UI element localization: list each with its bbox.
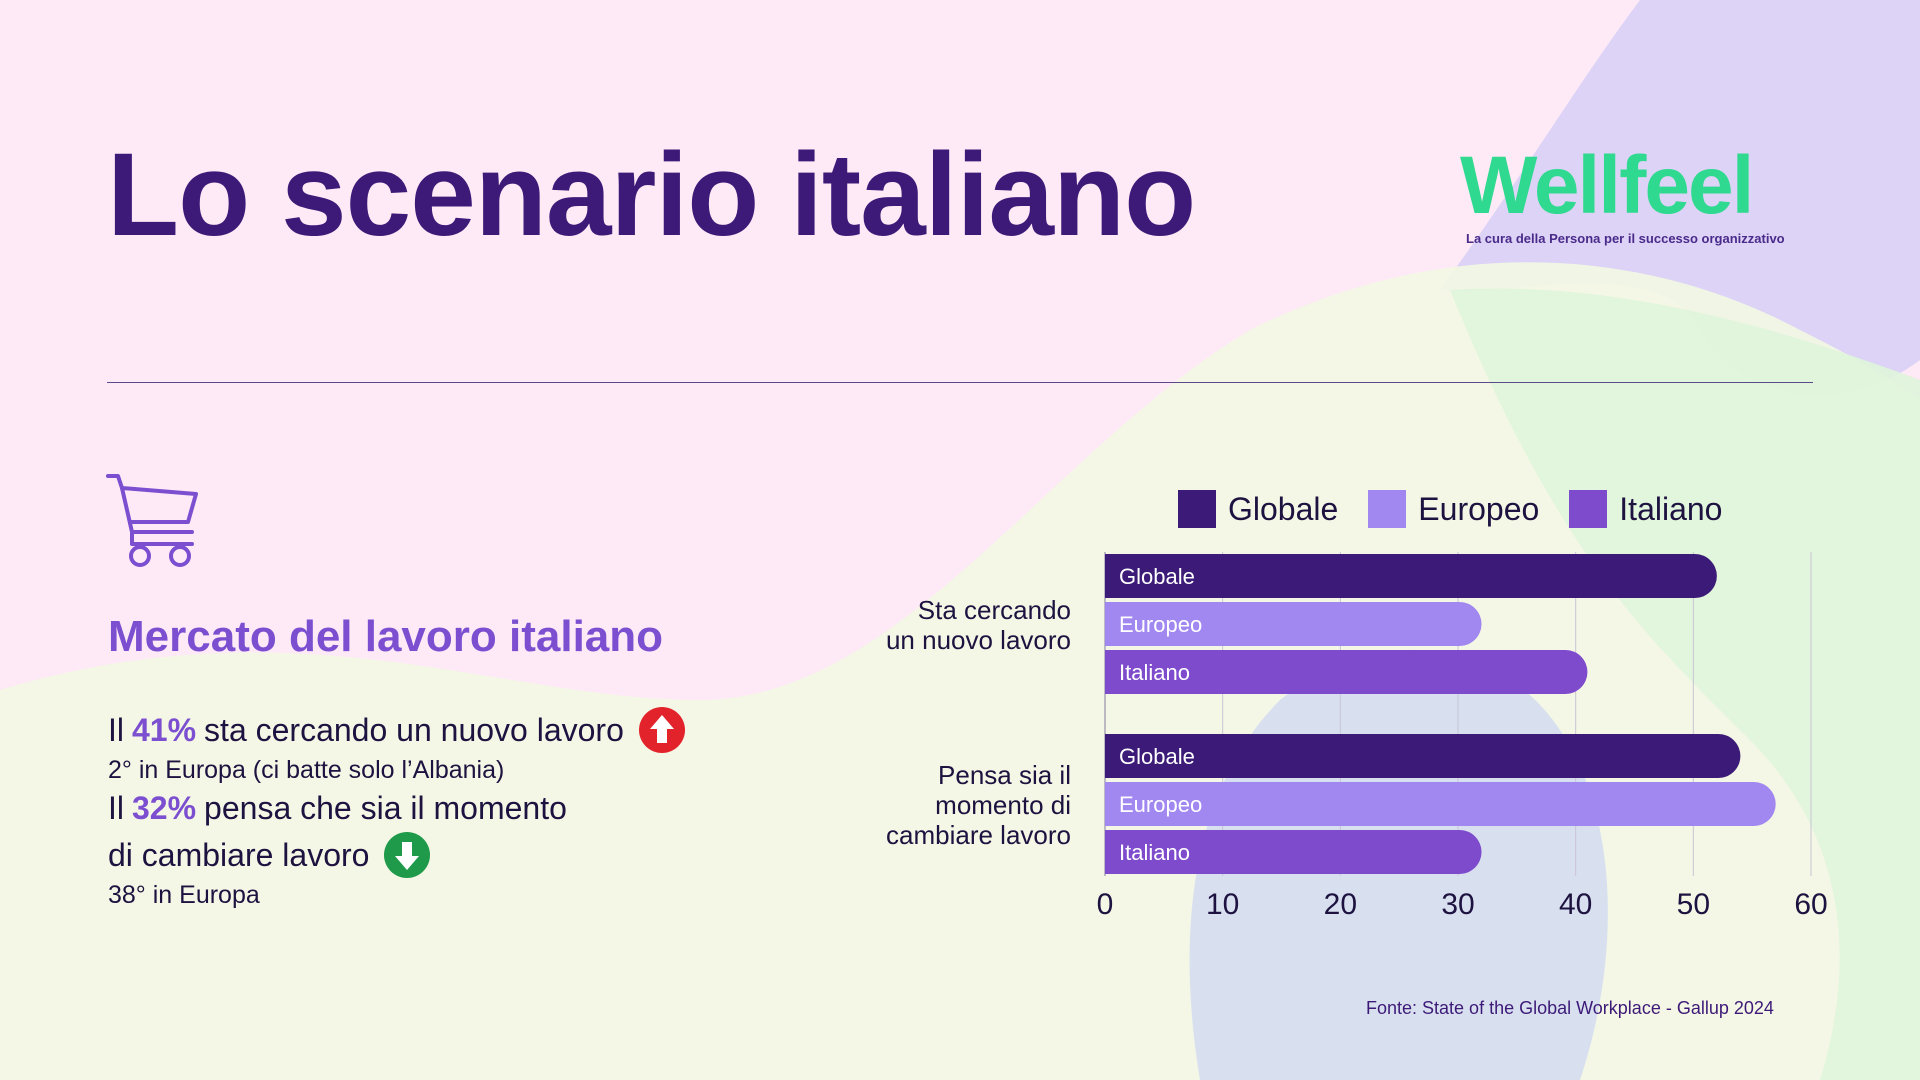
legend-swatch-italiano [1569, 490, 1608, 528]
bar-label: Globale [1119, 564, 1195, 589]
stat-block-2: Il 32% pensa che sia il momento di cambi… [108, 790, 567, 910]
stat-highlight: 32% [132, 790, 197, 826]
source-note: Fonte: State of the Global Workplace - G… [1366, 998, 1774, 1018]
legend-swatch-europeo [1368, 490, 1407, 528]
bar-globale [1105, 734, 1741, 778]
stat-prefix: Il [108, 711, 124, 748]
category-label: Pensa sia il momento di cambiare lavoro [886, 760, 1071, 850]
stat-note: 38° in Europa [108, 881, 260, 909]
arrow-up-icon [638, 707, 685, 753]
category-label: Sta cercando un nuovo lavoro [886, 595, 1071, 655]
stat-block-1: Il 41% sta cercando un nuovo lavoro 2° i… [108, 706, 686, 785]
stat-highlight: 41% [132, 711, 197, 748]
shopping-cart-icon [106, 474, 198, 567]
legend-item-italiano: Italiano [1569, 490, 1722, 528]
x-tick-label: 40 [1559, 888, 1592, 921]
header-divider [107, 382, 1813, 383]
bar-globale [1105, 554, 1717, 598]
chart-legend: Globale Europeo Italiano [1178, 490, 1722, 528]
legend-item-europeo: Europeo [1368, 490, 1539, 528]
stat-prefix: Il [108, 790, 124, 826]
bar-label: Italiano [1119, 840, 1190, 865]
bar-chart: Sta cercando un nuovo lavoro Globale Europe… [886, 552, 1828, 921]
logo-tagline: La cura della Persona per il successo or… [1466, 231, 1785, 246]
legend-label-europeo: Europeo [1418, 490, 1540, 527]
bar-europeo [1105, 782, 1776, 826]
stat-note: 2° in Europa (ci batte solo l’Albania) [108, 756, 505, 784]
x-tick-label: 30 [1441, 888, 1474, 921]
bar-europeo [1105, 602, 1482, 646]
logo-wordmark: Wellfeel [1460, 140, 1754, 231]
page-title: Lo scenario italiano [107, 129, 1196, 261]
x-tick-label: 60 [1794, 888, 1827, 921]
section-subtitle: Mercato del lavoro italiano [108, 612, 664, 661]
x-tick-label: 50 [1677, 888, 1710, 921]
bar-label: Europeo [1119, 612, 1202, 637]
bar-label: Globale [1119, 744, 1195, 769]
arrow-down-icon [384, 832, 431, 878]
bar-italiano [1105, 650, 1588, 694]
legend-label-italiano: Italiano [1619, 490, 1723, 527]
bar-label: Europeo [1119, 792, 1202, 817]
x-tick-label: 0 [1097, 888, 1114, 921]
stat-text: sta cercando un nuovo lavoro [204, 711, 624, 748]
brand-logo: Wellfeel La cura della Persona per il su… [1460, 145, 1820, 255]
stat-text-continued: di cambiare lavoro [108, 836, 370, 873]
legend-swatch-globale [1178, 490, 1216, 528]
bar-italiano [1105, 830, 1482, 874]
legend-item-globale: Globale [1178, 490, 1338, 528]
bar-label: Italiano [1119, 660, 1190, 685]
x-tick-label: 10 [1206, 888, 1239, 921]
x-tick-label: 20 [1324, 888, 1357, 921]
legend-label-globale: Globale [1228, 490, 1339, 527]
stat-text: pensa che sia il momento [204, 790, 567, 826]
